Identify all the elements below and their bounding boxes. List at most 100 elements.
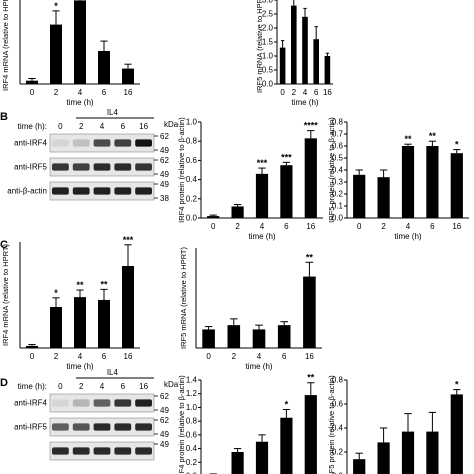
bar xyxy=(377,177,390,218)
bar xyxy=(50,307,62,348)
blot-band xyxy=(114,187,132,195)
lane-time-label: 4 xyxy=(100,382,105,391)
x-tick-label: 2 xyxy=(292,88,297,97)
lane-time-label: 2 xyxy=(79,122,84,131)
x-tick-label: 2 xyxy=(54,88,59,97)
x-tick-label: 0 xyxy=(357,222,362,231)
blot-band xyxy=(52,139,69,147)
y-tick-label: 2.0 xyxy=(262,24,274,33)
chart-b-right: 0.0 0.1 0.2 0.3 0.4 0.5 0.6 0.7 0.8 0 2 ** 4 ** 6 * 16 ti… xyxy=(327,117,469,241)
y-tick-label: 0.8 xyxy=(332,118,344,127)
y-axis-label: IRF4 protein (relative to β-actin) xyxy=(177,117,186,223)
bar xyxy=(377,442,390,474)
bar xyxy=(207,216,220,218)
kda-marker-label: 49 xyxy=(160,170,169,179)
blot-row-label: anti-IRF4 xyxy=(14,139,47,148)
kda-label: kDa xyxy=(164,120,179,129)
lane-time-label: 16 xyxy=(139,382,148,391)
bar xyxy=(255,441,269,474)
lane-time-label: 6 xyxy=(121,122,126,131)
y-tick-label: 1.5 xyxy=(262,38,274,47)
chart-d-middle: 0.00.20.40.60.81.01.21.4***IRF4 protein … xyxy=(177,373,317,474)
chart-a-right: 0.0 0.5 1.0 1.5 2.0 2.5 3.0 0 2 4 6 16 time (h) IRF5 … xyxy=(255,0,333,107)
kda-marker-label: 49 xyxy=(160,440,169,449)
x-tick-label: 0 xyxy=(280,88,285,97)
y-tick-label: 0.6 xyxy=(332,142,344,151)
blot-band xyxy=(52,399,69,407)
lane-time-label: 6 xyxy=(121,382,126,391)
treatment-label: IL4 xyxy=(107,368,119,377)
x-tick-label: 6 xyxy=(430,222,435,231)
y-tick-label: 0.8 xyxy=(332,376,344,385)
blot-band xyxy=(72,187,90,195)
blot-band xyxy=(93,399,111,407)
x-tick-label: 4 xyxy=(260,222,265,231)
significance-marker: ** xyxy=(429,131,437,141)
blot-band xyxy=(93,187,111,195)
bar xyxy=(313,39,319,84)
x-tick-label: 0 xyxy=(30,88,35,97)
x-tick-label: 6 xyxy=(282,352,287,361)
blot-band xyxy=(114,423,132,431)
significance-marker: * xyxy=(455,380,459,390)
significance-marker: * xyxy=(455,140,459,150)
y-axis-label: IRF4 mRNA (relative to HPRT) xyxy=(1,244,10,346)
y-tick-label: 0.2 xyxy=(332,448,344,457)
blot-band xyxy=(135,447,152,455)
bar xyxy=(227,325,241,348)
kda-label: kDa xyxy=(164,380,179,389)
y-tick-label: 0.6 xyxy=(186,156,198,165)
y-tick-label: 0.1 xyxy=(332,202,344,211)
significance-marker: * xyxy=(54,1,58,11)
y-tick-label: 0.8 xyxy=(186,417,198,426)
y-tick-label: 2.5 xyxy=(262,10,274,19)
blot-band xyxy=(135,399,152,407)
bar xyxy=(255,173,269,218)
significance-marker: ** xyxy=(100,279,108,289)
x-axis-label: time (h) xyxy=(291,98,318,107)
significance-marker: ** xyxy=(404,134,412,144)
y-tick-label: 1.0 xyxy=(186,403,198,412)
y-tick-label: 0.0 xyxy=(332,214,344,223)
x-axis-label: time (h) xyxy=(394,232,421,241)
x-tick-label: 0 xyxy=(211,222,216,231)
y-tick-label: 0.5 xyxy=(332,154,344,163)
y-tick-label: 0.7 xyxy=(332,130,344,139)
significance-marker: *** xyxy=(123,235,134,245)
x-axis-label: time (h) xyxy=(66,98,93,107)
y-tick-label: 0.4 xyxy=(186,444,198,453)
x-tick-label: 16 xyxy=(323,88,332,97)
panel-letter-c: C xyxy=(0,239,8,251)
significance-marker: ** xyxy=(76,280,84,290)
kda-marker-label: 49 xyxy=(160,430,169,439)
western-blot-d xyxy=(49,377,158,461)
bar xyxy=(324,56,331,84)
blot-band xyxy=(93,423,111,431)
x-tick-label: 4 xyxy=(257,352,262,361)
y-tick-label: 0.2 xyxy=(186,194,198,203)
blot-band xyxy=(135,139,152,147)
y-tick-label: 0.0 xyxy=(186,214,198,223)
x-tick-label: 16 xyxy=(305,352,314,361)
x-tick-label: 2 xyxy=(232,352,237,361)
treatment-label: IL4 xyxy=(107,108,119,117)
lane-time-label: 2 xyxy=(79,382,84,391)
bar xyxy=(291,5,297,85)
chart-c-right: 0 2 4 6 ** 16 time (h) IRF5 mRNA (relative to H… xyxy=(179,247,322,371)
lane-time-label: 4 xyxy=(100,122,105,131)
blot-band xyxy=(72,423,90,431)
bar xyxy=(277,325,291,348)
bar xyxy=(303,276,316,348)
significance-marker: * xyxy=(285,399,289,409)
bar xyxy=(26,345,38,348)
x-tick-label: 4 xyxy=(78,352,83,361)
blot-band xyxy=(135,187,152,195)
x-tick-label: 2 xyxy=(235,222,240,231)
bar xyxy=(450,153,463,218)
bar xyxy=(26,80,38,84)
bar xyxy=(279,47,286,84)
kda-marker-label: 49 xyxy=(160,406,169,415)
y-axis-label: IRF5 mRNA (relative to HPRT) xyxy=(255,0,264,93)
x-tick-label: 16 xyxy=(306,222,315,231)
bar xyxy=(231,452,244,474)
